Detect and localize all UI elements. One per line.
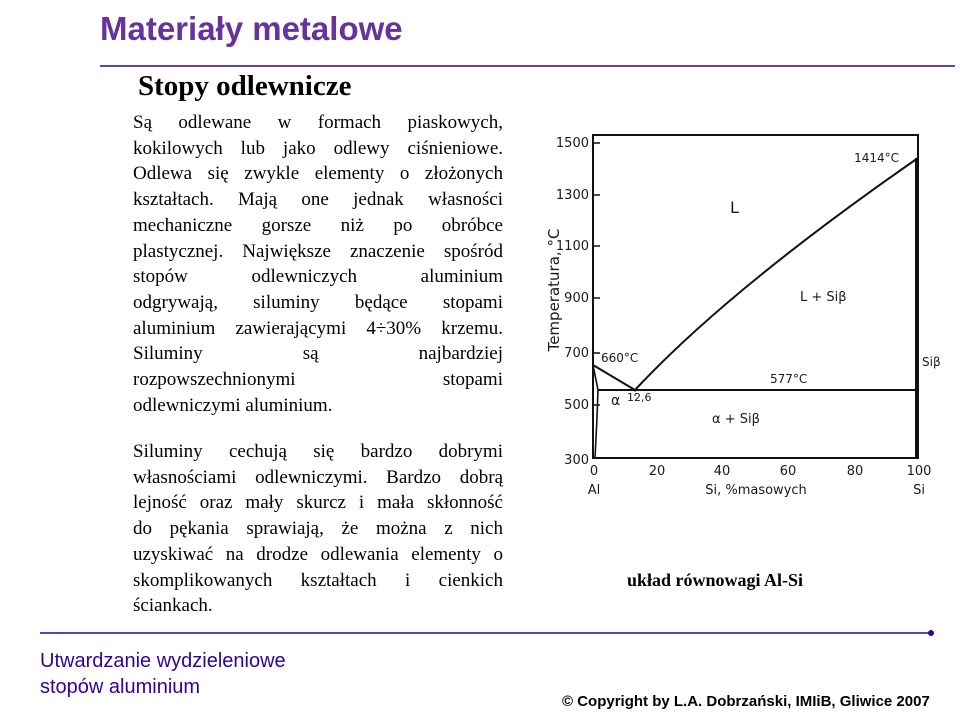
paragraph-line: do pękania sprawiają, że można z nich [133, 518, 503, 540]
x-end-label-al: Al [588, 483, 601, 498]
x-end-label-si: Si [913, 483, 925, 498]
eutectic-comp-label: 12,6 [627, 391, 652, 404]
al-si-phase-diagram: 1500 1300 1100 900 700 500 300 Temperatu… [545, 134, 941, 498]
phase-alpha-si: α + Siβ [712, 412, 760, 427]
x-tick-label: 40 [714, 464, 731, 479]
paragraph-line: Odlewa się zwykle elementy o złożonych [133, 163, 503, 185]
paragraph-line: kształtach. Mają one jednak własności [133, 189, 503, 211]
y-tick-label: 1300 [556, 188, 589, 203]
page-title: Materiały metalowe [100, 10, 403, 47]
y-tick-label: 1500 [556, 136, 589, 151]
diagram-frame [592, 134, 919, 459]
x-tick-label: 60 [780, 464, 797, 479]
paragraph-1: Są odlewane w formach piaskowych, kokilo… [133, 110, 503, 418]
y-tick-label: 1100 [556, 239, 589, 254]
x-axis-label: Si, %masowych [705, 483, 807, 498]
section-title: Stopy odlewnicze [138, 70, 352, 102]
eutectic-temp-label: 577°C [770, 372, 807, 386]
liquidus-si [634, 157, 919, 391]
bottom-divider [40, 630, 934, 636]
paragraph-line: mechaniczne gorsze niż po obróbce [133, 214, 503, 236]
solidus-al [592, 364, 599, 391]
x-tick-label: 0 [590, 464, 598, 479]
paragraph-line: lejność oraz mały skurcz i mała skłonnoś… [133, 492, 503, 514]
paragraph-line: kokilowych lub jako odlewy ciśnieniowe. [133, 137, 503, 159]
phase-liquid-si: L + Siβ [800, 290, 847, 305]
phase-liquid: L [730, 198, 739, 217]
paragraph-line: Są odlewane w formach piaskowych, [133, 112, 503, 133]
diagram-caption: układ równowagi Al-Si [626, 570, 804, 590]
y-tick-label: 700 [564, 346, 589, 361]
si-melting-label: 1414°C [854, 151, 899, 165]
y-tick-label: 300 [564, 453, 589, 468]
x-tick-label: 20 [649, 464, 666, 479]
paragraph-line: plastycznej. Największe znaczenie spośró… [133, 240, 503, 262]
paragraph-line: rozpowszechnionymi stopami [133, 369, 503, 391]
paragraph-line: stopów odlewniczych aluminium [133, 266, 503, 288]
paragraph-line: Siluminy cechują się bardzo dobrymi [133, 441, 503, 462]
footer-title-line: stopów aluminium [40, 676, 201, 698]
x-tick-label: 80 [847, 464, 864, 479]
phase-si: Siβ [922, 355, 941, 369]
liquidus-al [592, 364, 636, 391]
paragraph-line: Siluminy są najbardziej [133, 343, 503, 365]
paragraph-line: ściankach. [133, 595, 213, 617]
paragraph-line: uzyskiwać na drodze odlewania elementy o [133, 543, 503, 565]
y-axis-ticks [593, 142, 600, 406]
y-tick-label: 900 [564, 291, 589, 306]
footer-title-line: Utwardzanie wydzieleniowe [40, 650, 286, 672]
footer-title: Utwardzanie wydzieleniowe stopów alumini… [40, 648, 286, 700]
paragraph-line: odgrywają, siluminy będące stopami [133, 291, 503, 313]
paragraph-line: odlewniczymi aluminium. [133, 394, 333, 416]
copyright-notice: © Copyright by L.A. Dobrzański, IMIiB, G… [562, 693, 930, 710]
y-axis-label: Temperatura, °C [545, 229, 563, 353]
paragraph-line: własnościami odlewniczymi. Bardzo dobrą [133, 466, 503, 488]
solvus-al [594, 389, 599, 459]
x-tick-label: 100 [907, 464, 932, 479]
paragraph-line: aluminium zawierającymi 4÷30% krzemu. [133, 317, 503, 339]
phase-alpha: α [611, 393, 620, 409]
top-divider [100, 65, 955, 67]
paragraph-line: skomplikowanych kształtach i cienkich [133, 569, 503, 591]
paragraph-2: Siluminy cechują się bardzo dobrymi włas… [133, 439, 503, 619]
al-melting-label: 660°C [601, 351, 638, 365]
y-tick-label: 500 [564, 398, 589, 413]
